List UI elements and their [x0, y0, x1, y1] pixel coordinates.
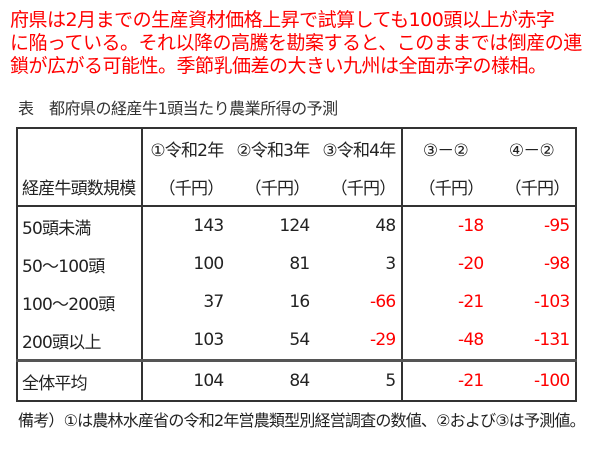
table-header-row: ①令和2年 ②令和3年 ③令和4年 ③－② ④－② [17, 128, 576, 167]
row-label: 50頭未満 [17, 206, 144, 245]
table-row: 50頭未満 143 124 48 -18 -95 [17, 206, 576, 245]
column-header: ③令和4年 [315, 128, 404, 167]
table-cell: 37 [203, 292, 224, 312]
footnote: 備考）①は農林水産省の令和2年営農類型別経営調査の数値、②および③は予測値。 [18, 411, 586, 430]
lead-line: に陥っている。それ以降の高騰を勘案すると、このままでは倒産の連 [10, 32, 582, 54]
table-cell: -21 [402, 359, 490, 401]
table-row: 100～200頭 37 16 -66 -21 -103 [17, 283, 576, 321]
table-cell: -20 [458, 254, 484, 274]
table-cell: -29 [315, 321, 404, 361]
table-cell: 3 [315, 245, 404, 283]
row-label: 100～200頭 [17, 283, 144, 321]
table-cell: -21 [458, 292, 484, 312]
table-cell: -95 [544, 216, 570, 236]
unit-label: （千円） [142, 167, 230, 207]
table-unit-row: 経産牛頭数規模 （千円） （千円） （千円） （千円） （千円） [17, 167, 577, 207]
table-cell: -100 [489, 359, 577, 401]
unit-label: （千円） [489, 167, 577, 207]
column-header: ③－② [422, 140, 469, 161]
table-cell: -66 [315, 283, 404, 321]
table-cell: 103 [193, 330, 224, 350]
table-cell: 143 [193, 216, 224, 236]
lead-line: 鎖が広がる可能性。季節乳価差の大きい九州は全面赤字の様相。 [10, 55, 547, 77]
table-row: 200頭以上 103 54 -29 -48 -131 [17, 321, 576, 361]
lead-text: 府県は2月までの生産資材価格上昇で試算しても100頭以上が赤字 に陥っている。そ… [10, 9, 595, 78]
table-cell: -131 [534, 330, 570, 350]
table-cell: -98 [544, 254, 570, 274]
table-cell: -18 [458, 216, 484, 236]
table-cell: 5 [315, 359, 404, 401]
table-cell: -103 [534, 292, 570, 312]
row-label: 200頭以上 [17, 321, 144, 361]
column-header: ④－② [508, 140, 555, 161]
table-cell: 81 [289, 254, 310, 274]
table-cell: -48 [458, 330, 484, 350]
header-empty [17, 128, 144, 167]
column-header: ②令和3年 [236, 140, 310, 161]
row-header-label: 経産牛頭数規模 [17, 167, 144, 207]
table-cell: 124 [279, 216, 310, 236]
table-cell: 100 [193, 254, 224, 274]
table-row: 全体平均 104 84 5 -21 -100 [17, 359, 577, 401]
table-cell: 104 [142, 359, 230, 401]
unit-label: （千円） [229, 167, 316, 207]
table-row: 50～100頭 100 81 3 -20 -98 [17, 245, 576, 283]
row-label: 50～100頭 [17, 245, 144, 283]
unit-label: （千円） [402, 167, 490, 207]
table-caption: 表 都府県の経産牛1頭当たり農業所得の予測 [18, 99, 338, 118]
unit-label: （千円） [315, 167, 404, 207]
column-header: ①令和2年 [150, 140, 224, 161]
table-cell: 48 [315, 206, 404, 245]
table-cell: 16 [289, 292, 310, 312]
table-cell: 54 [289, 330, 310, 350]
income-forecast-table: ①令和2年 ②令和3年 ③令和4年 ③－② ④－② 経産牛頭数規模 （千円） （… [16, 127, 578, 402]
table-cell: 84 [229, 359, 316, 401]
lead-line: 府県は2月までの生産資材価格上昇で試算しても100頭以上が赤字 [10, 9, 555, 31]
row-label: 全体平均 [17, 359, 144, 401]
